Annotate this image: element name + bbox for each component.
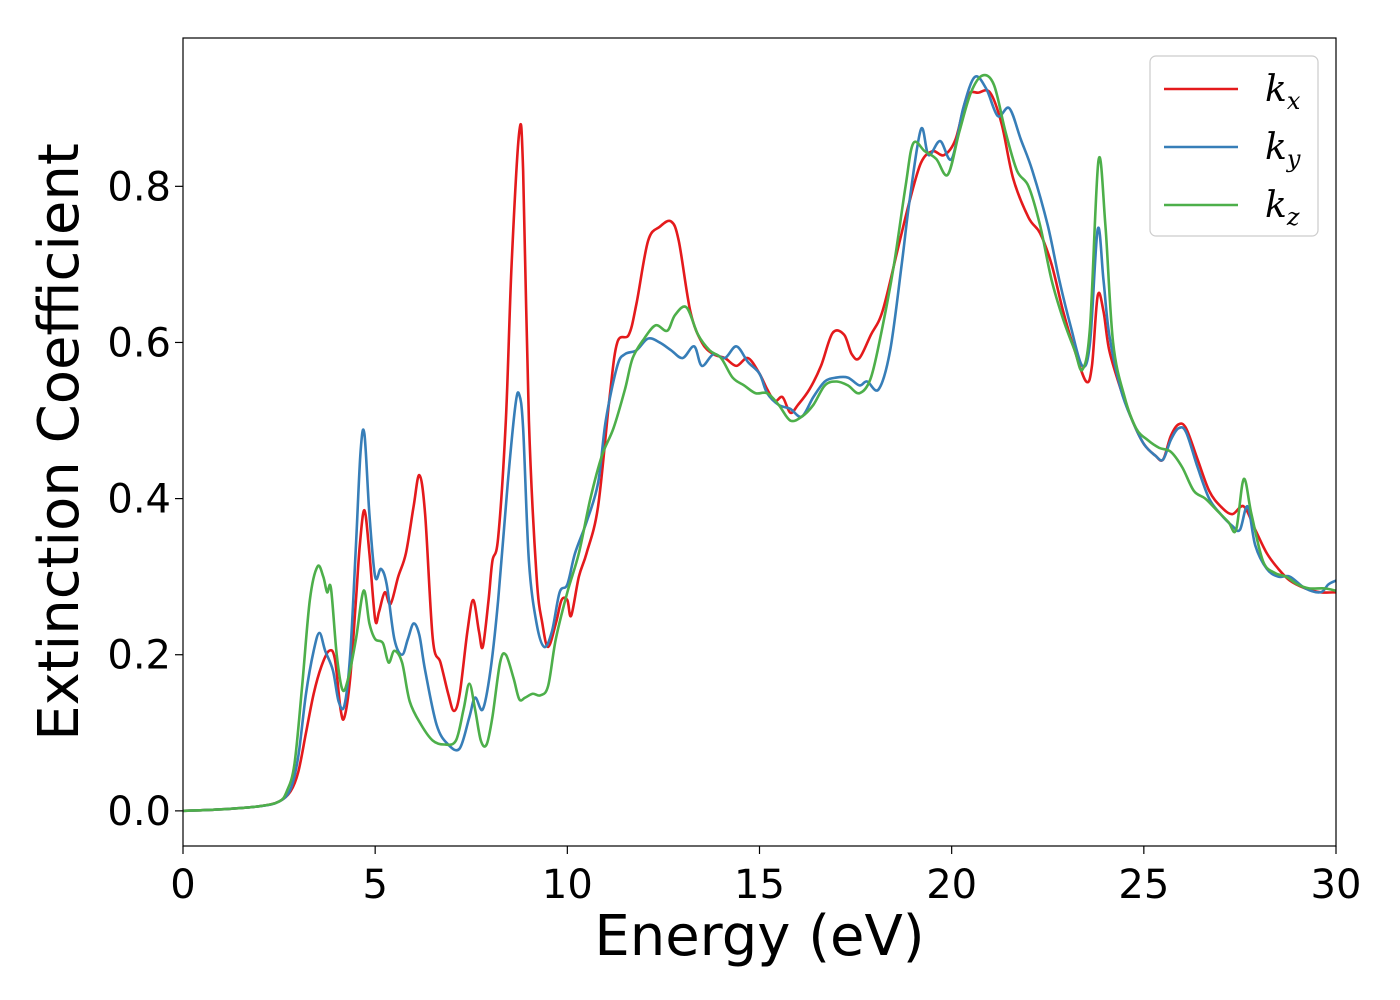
x-tick-label: 20 (926, 862, 977, 908)
legend-label: ky (1265, 127, 1301, 173)
x-tick-label: 5 (362, 862, 387, 908)
x-axis-title: Energy (eV) (594, 904, 924, 969)
x-tick-label: 25 (1118, 862, 1169, 908)
plot-area (183, 73, 1336, 813)
legend-label-sub: z (1286, 203, 1300, 231)
legend-label-sub: y (1286, 145, 1301, 173)
x-tick-label: 30 (1311, 862, 1362, 908)
legend-label-main: k (1265, 127, 1287, 168)
y-tick-label: 0.4 (107, 477, 171, 523)
y-axis: 0.0 0.2 0.4 0.6 0.8 (107, 164, 183, 835)
legend-label: kz (1265, 185, 1300, 231)
x-axis: 0 5 10 15 20 25 30 (170, 846, 1361, 908)
y-tick-label: 0.8 (107, 164, 171, 210)
y-tick-label: 0.2 (107, 633, 171, 679)
y-axis-title: Extinction Coefficient (27, 143, 92, 741)
legend-label-main: k (1265, 69, 1287, 110)
y-tick-label: 0.6 (107, 320, 171, 366)
x-tick-label: 0 (170, 862, 195, 908)
x-tick-label: 15 (734, 862, 785, 908)
x-tick-label: 10 (542, 862, 593, 908)
legend-label: kx (1265, 69, 1301, 115)
y-tick-label: 0.0 (107, 789, 171, 835)
series-line-k-z (183, 73, 1336, 813)
legend-label-main: k (1265, 185, 1287, 226)
legend-label-sub: x (1287, 87, 1301, 115)
